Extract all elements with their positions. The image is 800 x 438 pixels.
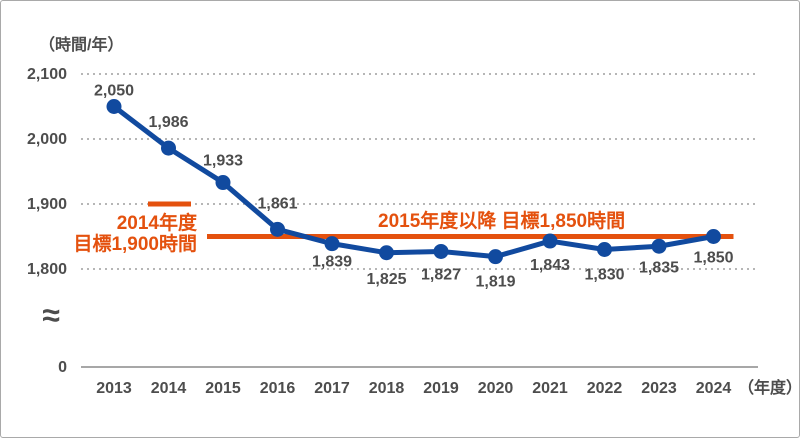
x-tick-label-2013: 2013 [96, 380, 132, 397]
y-tick-label-1900: 1,900 [27, 196, 67, 213]
data-point-label-2014: 1,986 [148, 114, 188, 131]
x-tick-label-2019: 2019 [423, 380, 459, 397]
x-tick-label-2023: 2023 [641, 380, 677, 397]
x-tick-label-2017: 2017 [314, 380, 350, 397]
x-tick-label-2016: 2016 [260, 380, 296, 397]
data-point-2022 [597, 242, 612, 257]
x-tick-label-2015: 2015 [205, 380, 241, 397]
target-1850-annotation: 2015年度以降 目標1,850時間 [378, 211, 626, 232]
data-point-label-2024: 1,850 [693, 250, 733, 267]
data-point-2020 [488, 249, 503, 265]
x-tick-label-2021: 2021 [532, 380, 568, 397]
y-tick-label-2100: 2,100 [27, 66, 67, 83]
data-point-2018 [379, 245, 394, 261]
data-point-2016 [270, 221, 285, 237]
data-point-label-2018: 1,825 [366, 271, 406, 288]
data-point-2023 [651, 238, 667, 254]
data-point-label-2013: 2,050 [94, 83, 134, 100]
x-tick-label-2018: 2018 [369, 380, 405, 397]
data-point-2014 [161, 140, 176, 156]
target-1900-annotation: 2014年度 目標1,900時間 [73, 213, 197, 255]
target-1900-annotation-line2: 目標1,900時間 [73, 234, 197, 255]
data-point-2013 [106, 99, 122, 114]
x-tick-label-2020: 2020 [478, 380, 514, 397]
data-point-2021 [542, 233, 558, 249]
y-axis-unit-label: （時間/年） [39, 37, 124, 54]
data-point-label-2016: 1,861 [257, 195, 297, 212]
y-tick-label-2000: 2,000 [27, 131, 67, 148]
data-point-2015 [215, 175, 231, 191]
data-point-2019 [433, 243, 449, 259]
data-point-label-2017: 1,839 [312, 254, 352, 271]
data-point-label-2023: 1,835 [639, 259, 679, 276]
y-tick-label-1800: 1,800 [27, 261, 67, 278]
data-point-2017 [324, 236, 340, 252]
data-point-label-2020: 1,819 [475, 274, 515, 291]
data-point-label-2021: 1,843 [530, 257, 570, 274]
y-axis-break-icon: ≈ [42, 297, 60, 333]
x-axis-unit-label: （年度） [738, 378, 800, 397]
data-point-label-2019: 1,827 [421, 266, 461, 283]
target-1900-annotation-line1: 2014年度 [116, 213, 197, 234]
x-tick-label-2022: 2022 [587, 380, 623, 397]
y-tick-label-0: 0 [58, 359, 67, 376]
data-series-line [111, 104, 716, 260]
x-tick-label-2024: 2024 [696, 380, 732, 397]
x-tick-label-2014: 2014 [151, 380, 187, 397]
data-point-label-2015: 1,933 [203, 153, 243, 170]
data-point-2024 [706, 229, 721, 244]
data-point-label-2022: 1,830 [584, 267, 624, 284]
